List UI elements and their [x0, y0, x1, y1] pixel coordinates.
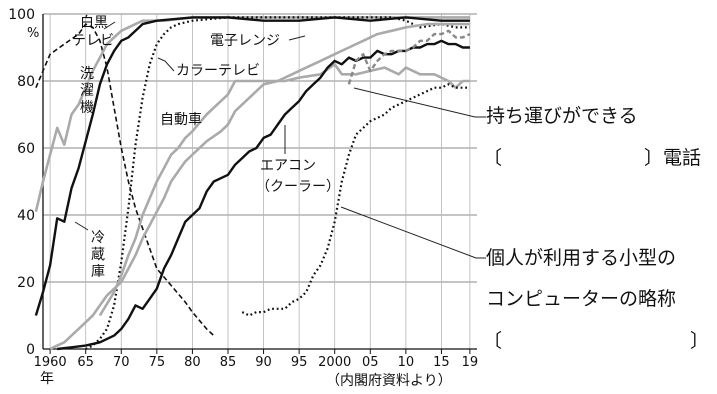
label-washing-machine-1: 洗 [80, 66, 94, 82]
series-line-4 [85, 16, 470, 350]
series-line-9 [241, 83, 470, 317]
label-microwave: 電子レンジ [210, 33, 280, 49]
label-refrigerator-3: 庫 [91, 263, 105, 280]
y-tick-label: 20 [17, 275, 35, 291]
label-refrigerator-1: 冷 [91, 230, 105, 246]
leader-line-phone [353, 87, 486, 118]
x-tick-label: 1960 [34, 355, 67, 370]
y-tick-label: 80 [17, 74, 35, 90]
annotation-phone-bracket-close: 〕電話 [644, 147, 701, 169]
series-line-3 [34, 16, 470, 316]
label-black-white-tv-line1: 白黒 [80, 15, 108, 31]
leader-line-pc [340, 206, 486, 259]
label-washing-machine-3: 機 [80, 100, 94, 116]
x-tick-label: 2000 [318, 355, 351, 370]
x-tick-label: 90 [255, 355, 272, 370]
x-tick-label: 80 [184, 355, 201, 370]
label-aircon-line2: （クーラー） [256, 179, 340, 195]
series-line-1 [35, 23, 215, 337]
leader-line-black-white-tv [103, 21, 116, 30]
x-tick-label: 10 [398, 355, 415, 370]
annotation-pc-bracket-open: 〔 [483, 330, 502, 352]
annotation-pc-line2: コンピューターの略称 [486, 288, 676, 310]
label-washing-machine-2: 濯 [80, 83, 94, 99]
x-tick-label: 95 [291, 355, 308, 370]
y-tick-label: 60 [17, 141, 35, 157]
leader-line-microwave [288, 35, 306, 41]
leader-line-refrigerator [74, 221, 89, 231]
series-line-6 [49, 22, 470, 351]
x-tick-label: 05 [362, 355, 379, 370]
x-tick-label: 15 [433, 355, 450, 370]
label-aircon-line1: エアコン [260, 158, 316, 174]
y-tick-label: 100 [8, 7, 35, 23]
annotation-pc-line1: 個人が利用する小型の [486, 247, 676, 269]
label-refrigerator-2: 蔵 [91, 247, 105, 263]
source-note: （内閣府資料より） [326, 373, 452, 389]
x-unit-label: 年 [40, 371, 54, 387]
y-unit-label: % [27, 26, 39, 41]
leader-line-color-tv [157, 57, 175, 72]
x-tick-label: 75 [149, 355, 166, 370]
x-tick-label: 85 [220, 355, 237, 370]
annotation-pc-bracket-close: 〕 [690, 330, 709, 352]
annotation-phone-line1: 持ち運びができる [486, 105, 638, 127]
label-color-tv: カラーテレビ [176, 63, 260, 79]
annotation-phone-bracket-open: 〔 [483, 147, 502, 169]
x-tick-label: 70 [113, 355, 130, 370]
x-tick-label: 19 [462, 355, 479, 370]
y-tick-label: 40 [17, 208, 35, 224]
series-line-8 [347, 29, 471, 85]
y-tick-label: 0 [26, 342, 35, 358]
label-car: 自動車 [160, 111, 202, 128]
series-line-5 [98, 63, 470, 317]
x-tick-label: 65 [77, 355, 94, 370]
label-black-white-tv-line2: テレビ [72, 33, 114, 49]
